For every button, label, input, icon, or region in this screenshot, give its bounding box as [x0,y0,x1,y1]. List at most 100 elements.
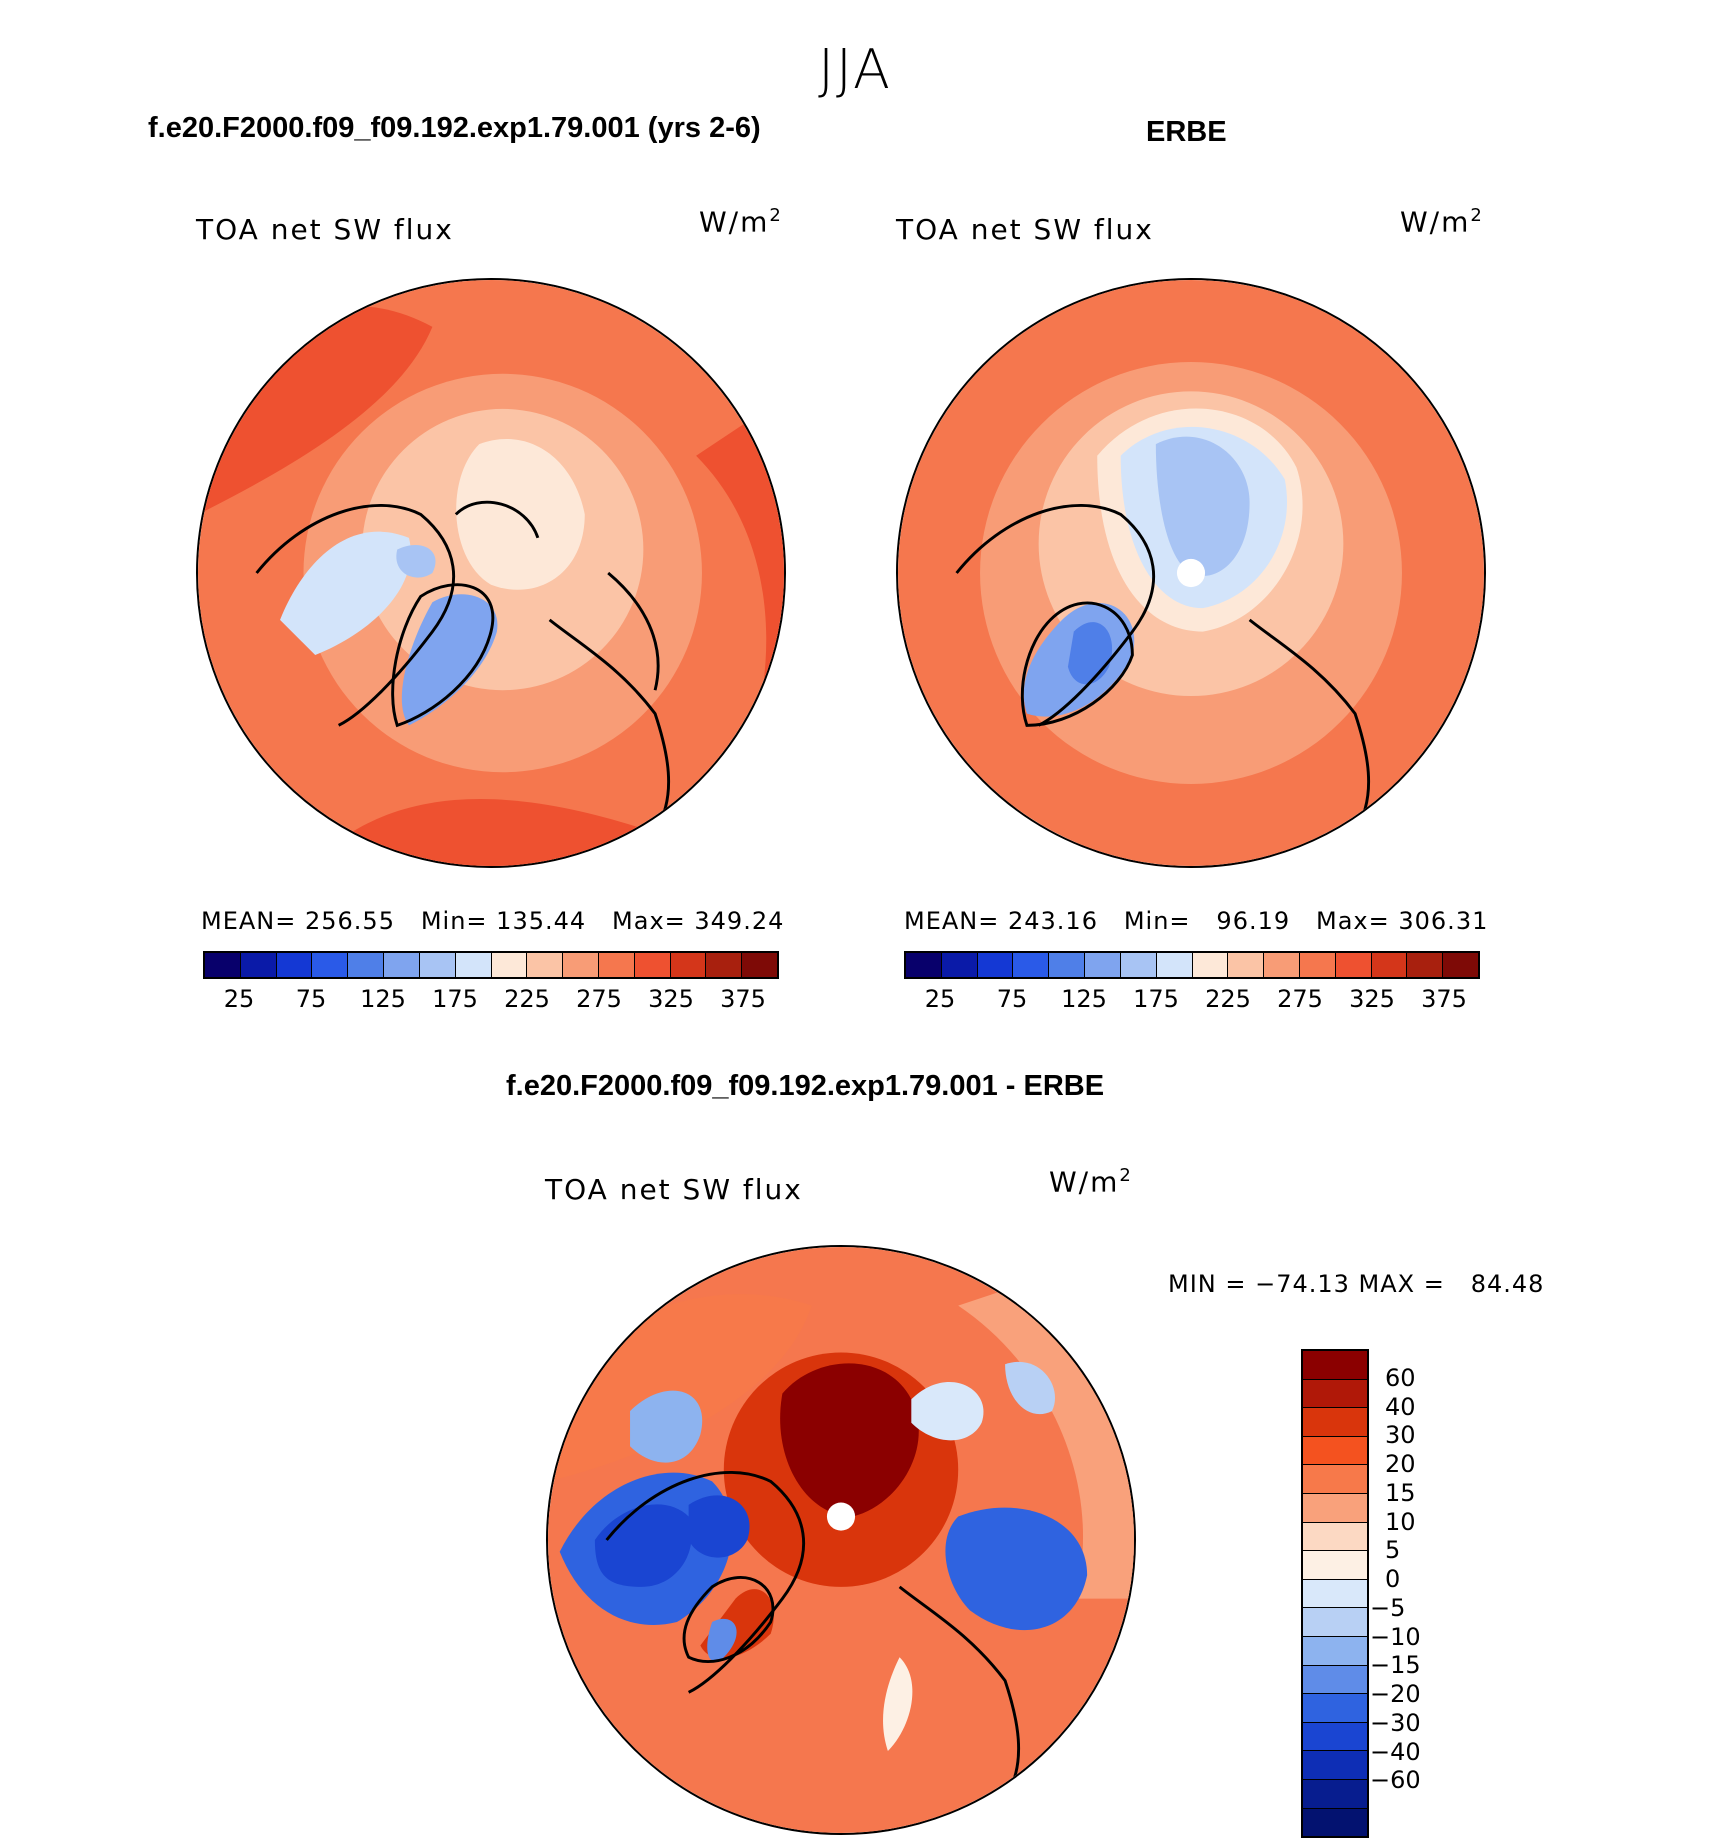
diff-polar-map [546,1245,1136,1835]
colorbar-tick-label: −30 [1370,1708,1421,1737]
colorbar-swatch [527,953,564,977]
model-case-title: f.e20.F2000.f09_f09.192.exp1.79.001 (yrs… [148,112,761,144]
units-base: W/m [699,205,770,239]
colorbar-swatch [1371,953,1408,977]
colorbar-tick-label: 375 [720,985,766,1013]
colorbar-tick-label: 25 [223,985,255,1013]
diff-case-title: f.e20.F2000.f09_f09.192.exp1.79.001 - ER… [506,1070,1105,1102]
colorbar-swatch [977,953,1014,977]
colorbar-swatch [598,953,635,977]
colorbar-swatch [941,953,978,977]
colorbar-tick-label: 40 [1385,1392,1416,1421]
colorbar-swatch [1303,1694,1367,1723]
colorbar-tick-label: −40 [1370,1737,1421,1766]
units-obs: W/m2 [1400,205,1484,238]
model-polar-map [196,278,786,868]
model-stats: MEAN= 256.55 Min= 135.44 Max= 349.24 [201,907,785,935]
colorbar-swatch [1120,953,1157,977]
colorbar-tick-label: 25 [924,985,956,1013]
field-title-model: TOA net SW flux [196,213,454,246]
colorbar-tick-label: 60 [1385,1363,1416,1392]
colorbar-swatch [1303,1436,1367,1466]
colorbar-swatch [1303,1493,1367,1523]
colorbar-swatch [1303,1465,1367,1494]
colorbar-swatch [1192,953,1229,977]
units-exponent: 2 [1119,1165,1133,1186]
colorbar-swatch [419,953,456,977]
field-title-diff: TOA net SW flux [545,1173,803,1206]
diff-colorbar [1301,1349,1369,1838]
colorbar-swatch [1299,953,1336,977]
colorbar-tick-label: 20 [1385,1450,1416,1479]
colorbar-tick-label: −15 [1370,1651,1421,1680]
colorbar-swatch [1303,1579,1367,1609]
obs-colorbar [904,951,1480,979]
colorbar-tick-label: 325 [1349,985,1395,1013]
colorbar-swatch [1303,1351,1367,1380]
colorbar-tick-label: 0 [1385,1565,1401,1594]
colorbar-swatch [1443,953,1478,977]
colorbar-swatch [1303,1608,1367,1637]
field-title-obs: TOA net SW flux [896,213,1154,246]
units-model: W/m2 [699,205,783,238]
colorbar-swatch [670,953,707,977]
colorbar-tick-label: 125 [360,985,406,1013]
colorbar-tick-label: 10 [1385,1507,1416,1536]
season-title: JJA [818,38,892,101]
units-exponent: 2 [1470,205,1484,226]
colorbar-swatch [1303,1722,1367,1752]
model-colorbar-labels: 25 75 125 175 225 275 325 375 [0,985,1710,1019]
colorbar-swatch [205,953,241,977]
colorbar-tick-label: 225 [504,985,550,1013]
colorbar-swatch [491,953,528,977]
colorbar-swatch [1303,1379,1367,1409]
colorbar-tick-label: −20 [1370,1680,1421,1709]
colorbar-swatch [384,953,420,977]
colorbar-tick-label: 325 [648,985,694,1013]
colorbar-swatch [1156,953,1193,977]
colorbar-swatch [1228,953,1265,977]
obs-colorbar-labels: 25 75 125 175 225 275 325 375 [0,985,1710,1019]
colorbar-swatch [706,953,743,977]
model-colorbar [203,951,779,979]
colorbar-tick-label: 275 [1277,985,1323,1013]
colorbar-swatch [742,953,777,977]
units-base: W/m [1400,205,1471,239]
colorbar-swatch [1303,1551,1367,1580]
colorbar-tick-label: −10 [1370,1622,1421,1651]
colorbar-tick-label: −60 [1370,1766,1421,1795]
colorbar-swatch [634,953,671,977]
colorbar-tick-label: 15 [1385,1478,1416,1507]
colorbar-swatch [1407,953,1444,977]
colorbar-swatch [1335,953,1372,977]
colorbar-swatch [906,953,942,977]
colorbar-swatch [1013,953,1050,977]
units-diff: W/m2 [1049,1165,1133,1198]
diff-stats: MIN = −74.13 MAX = 84.48 [1168,1270,1545,1298]
colorbar-swatch [276,953,313,977]
colorbar-swatch [1303,1636,1367,1666]
colorbar-swatch [1085,953,1121,977]
colorbar-tick-label: 375 [1421,985,1467,1013]
colorbar-tick-label: 30 [1385,1421,1416,1450]
colorbar-swatch [1303,1665,1367,1695]
units-exponent: 2 [769,205,783,226]
units-base: W/m [1049,1165,1120,1199]
colorbar-swatch [1264,953,1300,977]
colorbar-tick-label: 75 [295,985,327,1013]
obs-case-title: ERBE [1146,116,1227,148]
colorbar-tick-label: 125 [1061,985,1107,1013]
colorbar-tick-label: 175 [432,985,478,1013]
colorbar-tick-label: −5 [1370,1593,1406,1622]
colorbar-swatch [1303,1808,1367,1837]
colorbar-swatch [1303,1751,1367,1780]
colorbar-swatch [563,953,599,977]
obs-stats: MEAN= 243.16 Min= 96.19 Max= 306.31 [904,907,1489,935]
colorbar-tick-label: 175 [1133,985,1179,1013]
colorbar-swatch [1303,1408,1367,1437]
colorbar-tick-label: 225 [1205,985,1251,1013]
colorbar-tick-label: 75 [996,985,1028,1013]
colorbar-swatch [240,953,277,977]
obs-polar-map [896,278,1486,868]
colorbar-swatch [312,953,349,977]
